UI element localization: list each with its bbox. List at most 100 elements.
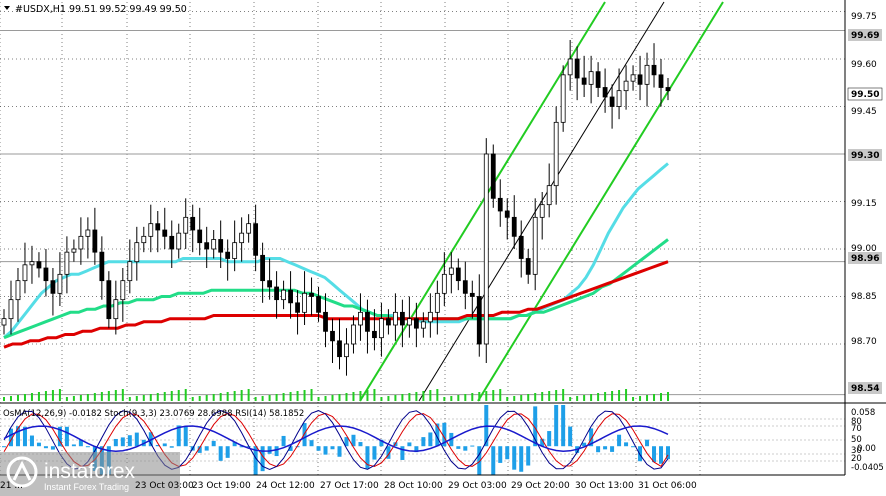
volume-bar	[233, 391, 236, 401]
volume-bar	[30, 393, 33, 401]
price-tick: 99.60	[851, 60, 877, 70]
candle-body	[399, 311, 405, 326]
volume-bar	[93, 393, 96, 401]
volume-bar	[44, 391, 47, 401]
candle-body	[120, 280, 126, 301]
volume-bar	[177, 390, 180, 401]
osma-bar	[442, 422, 447, 447]
candle-body	[644, 64, 650, 85]
candle-body	[176, 232, 182, 250]
candle-body	[532, 216, 538, 275]
time-tick: 30 Oct 13:00	[575, 481, 634, 491]
rsi-line	[3, 425, 669, 452]
volume-bar	[261, 396, 264, 401]
volume-bar	[331, 395, 334, 401]
volume-bar	[408, 393, 411, 401]
osma-bar	[589, 428, 594, 447]
volume-bar	[555, 390, 558, 401]
osma-bar	[218, 446, 223, 461]
volume-bar	[394, 395, 397, 401]
osma-bar	[2, 446, 6, 448]
candle-body	[281, 289, 286, 301]
candle-body	[595, 71, 601, 88]
volume-bar	[604, 392, 607, 401]
volume-bar	[422, 391, 425, 401]
candle-body	[127, 261, 133, 282]
candle-body	[637, 74, 643, 85]
candle-body	[267, 280, 273, 288]
price-tick: 99.45	[851, 107, 877, 117]
osma-bar	[22, 426, 27, 447]
volume-bar	[597, 393, 600, 401]
osma-bar	[155, 444, 160, 447]
osma-bar	[183, 426, 188, 447]
candle-body	[490, 153, 496, 199]
candle-body	[623, 80, 629, 92]
osma-bar	[603, 446, 608, 450]
candle-body	[393, 311, 398, 326]
level-lines	[0, 30, 845, 396]
volume-bar	[527, 394, 530, 401]
volume-bar	[478, 392, 481, 401]
volume-bar	[667, 392, 669, 401]
volume-bar	[345, 393, 348, 401]
volume-bar	[149, 394, 152, 401]
volume-bar	[198, 396, 201, 401]
candle-body	[427, 311, 433, 323]
volume-bar	[590, 394, 593, 401]
osma-bar	[491, 446, 496, 475]
osma-bar	[197, 446, 202, 453]
volume-bar	[401, 394, 404, 401]
volume-bar	[352, 392, 355, 401]
candle-body	[78, 235, 84, 250]
candle-body	[358, 311, 363, 326]
candle-body	[197, 229, 203, 244]
price-axis: 99.75 99.60 99.45 99.15 99.00 98.85 98.7…	[847, 12, 883, 394]
candle-body	[92, 229, 98, 253]
triangle-down-icon[interactable]	[4, 6, 10, 10]
osma-bar	[127, 435, 132, 447]
osma-bar	[421, 437, 426, 447]
volume-bar	[436, 389, 439, 401]
osma-bar	[71, 444, 76, 447]
osma-bar	[8, 428, 13, 447]
osma-bar	[162, 443, 167, 447]
candle-body	[406, 318, 412, 326]
osma-bar	[267, 446, 272, 454]
price-tick: 98.85	[851, 292, 877, 302]
candle-body	[413, 318, 419, 329]
volume-bar	[212, 394, 215, 401]
candle-body	[504, 210, 510, 218]
stoch-signal-line	[3, 412, 669, 468]
price-tick: 99.00	[851, 244, 877, 254]
time-tick: 28 Oct 10:00	[384, 481, 443, 491]
indicator-tick: 30	[851, 446, 862, 456]
candle-body	[22, 264, 28, 282]
osma-bar	[617, 434, 622, 447]
indicator-tick: 0.058	[851, 408, 875, 418]
time-axis: 21 ... 23 Oct 03:00 23 Oct 19:00 24 Oct …	[0, 481, 697, 491]
candle-body	[581, 77, 587, 85]
volume-bar	[317, 397, 320, 401]
candle-body	[8, 299, 14, 320]
osma-bar	[176, 425, 181, 447]
osma-bar	[610, 446, 615, 452]
candle-body	[302, 292, 307, 313]
osma-bar	[379, 439, 384, 447]
stoch-main-line	[3, 410, 669, 470]
osma-bar	[498, 446, 503, 463]
volume-bar	[142, 395, 145, 401]
volume-bar	[254, 397, 257, 401]
candle-body	[309, 292, 314, 297]
svg-text:99.69: 99.69	[851, 31, 879, 41]
osma-bar	[358, 442, 363, 447]
volume-bar	[240, 390, 243, 401]
volume-bar	[114, 390, 117, 401]
level-tag: 99.69	[848, 29, 882, 41]
volume-bar	[282, 393, 285, 401]
candle-body	[525, 258, 531, 275]
volume-bar	[380, 397, 383, 401]
candle-body	[225, 251, 231, 259]
indicator-window	[0, 402, 886, 475]
